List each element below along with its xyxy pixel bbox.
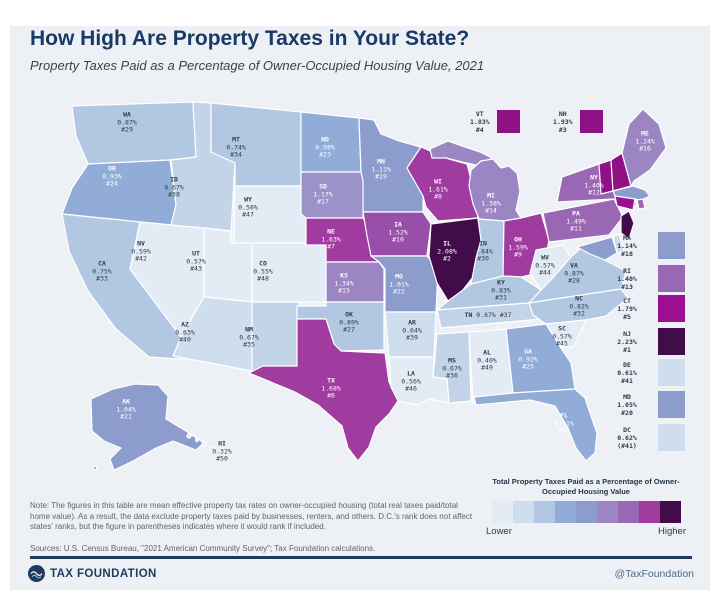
state-shape-me (621, 108, 667, 187)
legend-swatch-5 (575, 501, 597, 523)
legend-higher-label: Higher (658, 526, 686, 537)
hawaii-island-icon (208, 445, 216, 453)
state-shape-nc (528, 288, 629, 325)
legend-color-scale (480, 501, 692, 523)
legend-swatch-9 (659, 501, 681, 523)
tax-foundation-logo-icon (28, 565, 45, 582)
page-subtitle: Property Taxes Paid as a Percentage of O… (30, 58, 485, 73)
state-shape-ct (614, 195, 636, 211)
hawaii-island-icon (186, 433, 192, 439)
legend-swatch-4 (554, 501, 576, 523)
state-shape-fl (473, 388, 598, 462)
aleutian-island-icon (92, 465, 98, 471)
footer: TAX FOUNDATION @TaxFoundation (28, 565, 694, 582)
legend-swatch-3 (533, 501, 555, 523)
sources-line: Sources: U.S. Census Bureau, "2021 Ameri… (30, 544, 376, 553)
state-shape-ak (90, 383, 205, 471)
state-shape-md (576, 236, 618, 261)
state-shape-la (388, 356, 450, 406)
hawaii-island-icon (194, 437, 200, 443)
footnote: Note: The figures in this table are mean… (30, 501, 473, 532)
state-shape-az (172, 296, 253, 372)
state-shape-pa (542, 198, 624, 243)
state-shape-al (468, 328, 514, 404)
state-shape-wa (71, 101, 197, 165)
state-shape-ri (636, 198, 646, 210)
legend-swatch-6 (596, 501, 618, 523)
legend: Total Property Taxes Paid as a Percentag… (480, 477, 692, 537)
state-shape-wy (233, 185, 307, 246)
state-shape-ar (384, 311, 437, 358)
state-shape-ks (325, 261, 385, 303)
state-shape-nj (620, 210, 635, 240)
legend-swatch-1 (491, 501, 513, 523)
state-shape-tx (248, 318, 399, 462)
footer-divider (30, 556, 692, 559)
aleutian-island-icon (82, 470, 87, 475)
legend-title: Total Property Taxes Paid as a Percentag… (492, 477, 680, 496)
page-title: How High Are Property Taxes in Your Stat… (30, 27, 470, 50)
legend-swatch-7 (617, 501, 639, 523)
legend-swatch-8 (638, 501, 660, 523)
footer-twitter-handle: @TaxFoundation (614, 567, 694, 580)
footer-brand: TAX FOUNDATION (50, 567, 157, 580)
state-shape-ia (362, 211, 432, 257)
state-shape-nm (251, 301, 300, 372)
state-shape-sd (300, 171, 365, 219)
state-shape-mi (468, 158, 522, 222)
legend-swatch-2 (512, 501, 534, 523)
hawaii-island-icon (201, 441, 207, 447)
state-shape-nd (300, 111, 362, 173)
legend-lower-label: Lower (486, 526, 512, 537)
state-shape-co (251, 242, 327, 303)
